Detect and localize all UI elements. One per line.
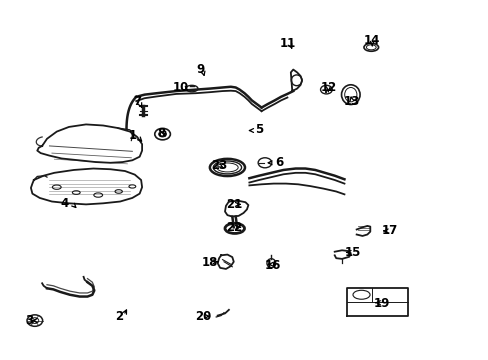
Text: 1: 1 (128, 129, 136, 142)
Text: 22: 22 (225, 221, 242, 234)
Text: 7: 7 (133, 95, 141, 108)
Text: 17: 17 (381, 224, 397, 238)
Text: 11: 11 (279, 36, 295, 50)
Text: 23: 23 (211, 159, 227, 172)
Text: 3: 3 (25, 314, 33, 327)
Text: 6: 6 (275, 156, 283, 169)
Text: 12: 12 (320, 81, 336, 94)
Text: 19: 19 (373, 297, 389, 310)
Text: 16: 16 (264, 259, 281, 272)
Text: 13: 13 (343, 95, 359, 108)
Text: 9: 9 (196, 63, 204, 76)
Text: 21: 21 (225, 198, 242, 211)
Text: 5: 5 (254, 123, 263, 136)
Text: 4: 4 (61, 197, 69, 210)
Text: 15: 15 (344, 246, 360, 259)
Text: 10: 10 (173, 81, 189, 94)
Text: 18: 18 (202, 256, 218, 269)
Text: 14: 14 (364, 34, 380, 48)
Text: 8: 8 (157, 127, 165, 140)
Text: 20: 20 (195, 310, 211, 324)
Text: 2: 2 (114, 310, 122, 324)
